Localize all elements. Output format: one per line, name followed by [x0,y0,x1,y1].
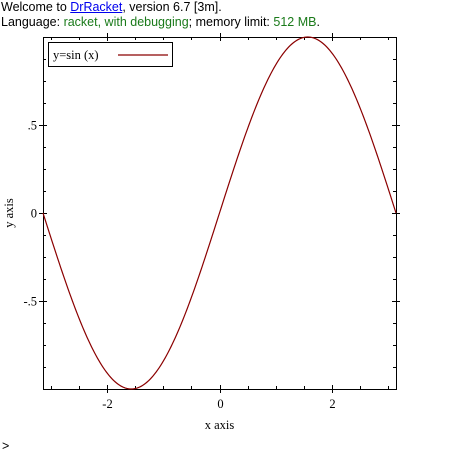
repl-prompt[interactable]: > [2,439,10,453]
x-tick-label: 0 [217,397,223,411]
language-prefix: Language: [1,15,64,29]
y-axis-label: y axis [2,198,16,228]
plot-frame [43,37,397,390]
x-axis-label: x axis [205,418,235,432]
welcome-line: Welcome to DrRacket, version 6.7 [3m]. [1,0,222,15]
memory-value: 512 MB [273,15,317,29]
x-tick-label: 2 [329,397,335,411]
x-tick-label: -2 [102,397,112,411]
language-value: racket, with debugging [63,15,189,29]
legend: y=sin (x) [48,42,173,67]
drracket-link[interactable]: DrRacket [70,0,123,14]
memory-suffix: . [316,15,320,29]
welcome-suffix: , version 6.7 [3m]. [122,0,222,14]
memory-prefix: ; memory limit: [188,15,274,29]
series-line [42,36,397,390]
welcome-prefix: Welcome to [1,0,71,14]
legend-label: y=sin (x) [53,48,99,62]
y-tick-label: 0 [31,207,37,221]
tick-labels: -2 0 2 -.5 0 .5 [23,119,335,412]
sine-plot: -2 0 2 -.5 0 .5 x axis y axis y=sin (x) [2,33,400,432]
y-tick-label: .5 [28,119,37,133]
y-tick-label: -.5 [23,295,37,309]
language-line: Language: racket, with debugging; memory… [1,15,320,30]
